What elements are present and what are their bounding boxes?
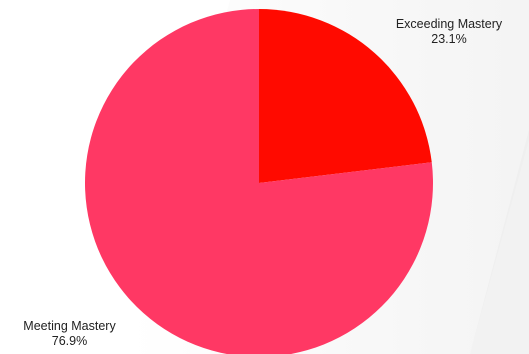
- pie-slice-exceeding-mastery: [259, 9, 432, 183]
- slice-label-exceeding-mastery-percent: 23.1%: [431, 32, 467, 46]
- slice-label-exceeding-mastery-name: Exceeding Mastery: [395, 17, 503, 31]
- pie-slices: [84, 9, 433, 354]
- slice-label-meeting-mastery-percent: 76.9%: [51, 334, 88, 348]
- pie-slice-meeting-mastery: [84, 9, 433, 354]
- slice-label-exceeding-mastery: Exceeding Mastery 23.1%: [389, 17, 509, 47]
- slice-label-meeting-mastery: Meeting Mastery 76.9%: [2, 319, 137, 349]
- slice-label-meeting-mastery-name: Meeting Mastery: [23, 319, 116, 333]
